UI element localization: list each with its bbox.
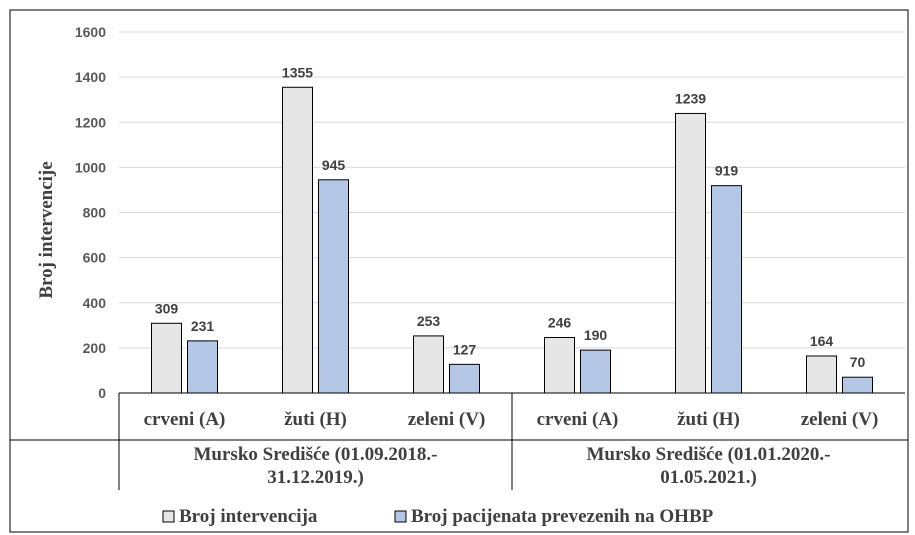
legend: Broj intervencija Broj pacijenata preveze… xyxy=(162,506,714,527)
category-labels: crveni (A) žuti (H) zeleni (V) crveni (A) žu… xyxy=(144,409,879,430)
bar-intervencije xyxy=(806,355,837,394)
bar-pacijenti xyxy=(711,185,742,394)
legend-swatch xyxy=(162,510,175,523)
bar-intervencije xyxy=(675,112,706,394)
data-label: 309 xyxy=(155,300,179,316)
category-axis xyxy=(10,392,908,490)
y-axis-ticks: 0 200 400 600 800 1000 1200 1400 1600 xyxy=(75,24,106,401)
legend-swatch xyxy=(394,510,407,523)
bar-intervencije xyxy=(544,336,575,394)
y-tick-label: 400 xyxy=(83,295,107,311)
data-label: 919 xyxy=(715,163,739,179)
bar-pacijenti xyxy=(318,179,349,394)
gridlines xyxy=(119,31,905,349)
bar-intervencije xyxy=(413,335,444,394)
category-label: zeleni (V) xyxy=(801,409,879,430)
y-tick-label: 200 xyxy=(83,340,107,356)
bar-pacijenti xyxy=(580,349,611,394)
data-label: 127 xyxy=(453,341,477,357)
y-tick-label: 1400 xyxy=(75,69,106,85)
category-label: crveni (A) xyxy=(537,409,619,430)
data-label: 70 xyxy=(850,354,866,370)
data-label: 945 xyxy=(322,157,346,173)
group-label-line2: 01.05.2021.) xyxy=(660,467,757,488)
category-label: zeleni (V) xyxy=(408,409,486,430)
data-label: 190 xyxy=(584,327,608,343)
data-labels: 309 231 1355 945 253 127 246 190 1239 919 164 70 xyxy=(155,64,866,370)
bar-intervencije xyxy=(151,322,182,394)
y-tick-label: 1600 xyxy=(75,24,106,40)
bar-pacijenti xyxy=(449,363,480,394)
data-label: 231 xyxy=(191,318,215,334)
data-label: 164 xyxy=(810,333,834,349)
legend-label: Broj intervencija xyxy=(179,506,318,527)
legend-label: Broj pacijenata prevezenih na OHBP xyxy=(411,506,714,527)
category-label: žuti (H) xyxy=(677,409,740,430)
data-label: 1355 xyxy=(282,64,313,80)
data-label: 246 xyxy=(548,314,572,330)
y-tick-label: 1200 xyxy=(75,114,106,130)
group-label-line1: Mursko Središće (01.09.2018.- xyxy=(194,444,438,465)
data-label: 1239 xyxy=(675,90,706,106)
chart-frame xyxy=(9,9,909,533)
group-label-line1: Mursko Središće (01.01.2020.- xyxy=(587,444,831,465)
bar-pacijenti xyxy=(842,376,873,394)
y-tick-label: 600 xyxy=(83,250,107,266)
y-tick-label: 800 xyxy=(83,205,107,221)
group-label-line2: 31.12.2019.) xyxy=(267,467,364,488)
y-tick-label: 0 xyxy=(98,385,106,401)
data-label: 253 xyxy=(417,313,441,329)
bars xyxy=(151,86,873,394)
category-label: crveni (A) xyxy=(144,409,226,430)
bar-pacijenti xyxy=(187,340,218,394)
y-axis-title: Broj intervencije xyxy=(36,161,57,298)
category-label: žuti (H) xyxy=(284,409,347,430)
group-labels: Mursko Središće (01.09.2018.-31.12.2019.… xyxy=(194,444,831,488)
y-tick-label: 1000 xyxy=(75,159,106,175)
bar-intervencije xyxy=(282,86,313,394)
